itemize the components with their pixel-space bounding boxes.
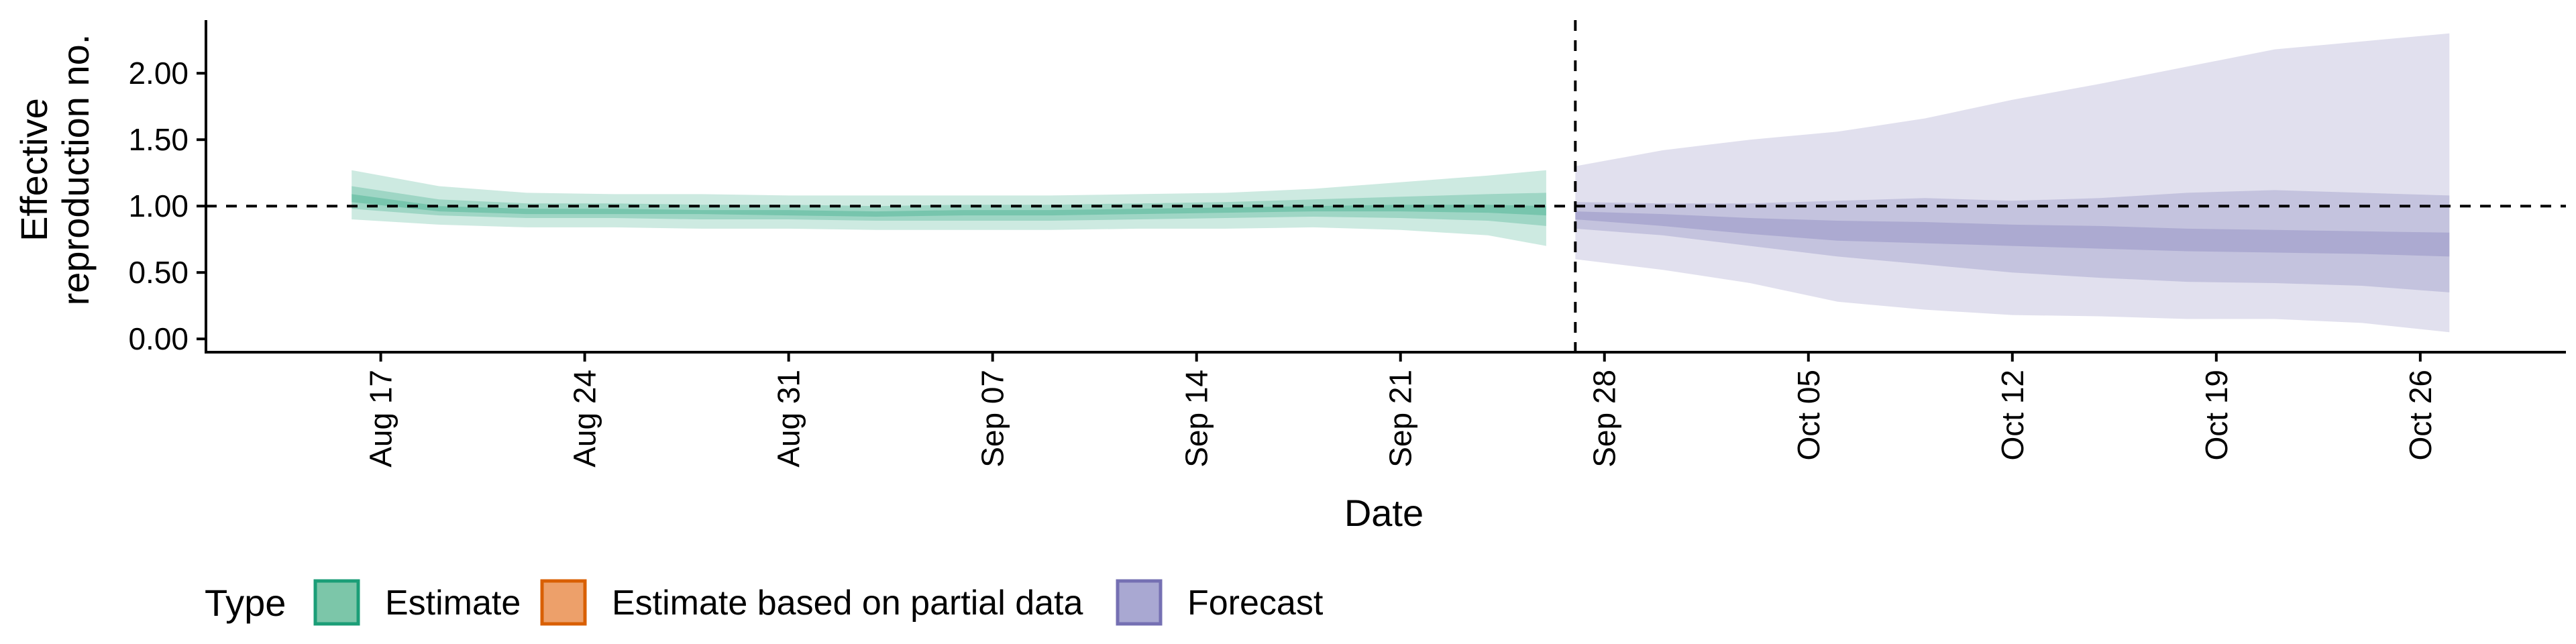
ribbon-forecast-ci50 <box>1575 190 2450 292</box>
legend: Type Estimate Estimate based on partial d… <box>205 579 1324 626</box>
y-tick-label: 0.00 <box>128 321 189 356</box>
x-tick-label: Aug 17 <box>364 370 398 468</box>
ribbon-estimate-ci90 <box>352 170 1546 246</box>
ribbon-estimate-ci20 <box>352 194 1546 217</box>
legend-key-3 <box>1116 579 1163 626</box>
ribbon-estimate-ci50 <box>352 186 1546 226</box>
legend-label-3: Forecast <box>1187 584 1324 623</box>
y-tick-label: 1.00 <box>128 189 189 223</box>
y-axis-title-line-2: reproduction no. <box>54 34 97 306</box>
x-tick-label: Sep 21 <box>1383 370 1418 468</box>
x-tick-label: Oct 19 <box>2199 370 2234 461</box>
y-axis-title-line-1: Effective <box>13 98 55 241</box>
x-axis-title: Date <box>1344 492 1424 534</box>
ribbon-layer <box>352 33 2450 333</box>
axes <box>205 20 2566 354</box>
legend-key-2 <box>540 579 587 626</box>
x-tick-label: Aug 24 <box>568 370 602 468</box>
ribbon-forecast-ci20 <box>1575 211 2450 257</box>
x-tick-label: Oct 26 <box>2403 370 2438 461</box>
x-tick-label: Sep 28 <box>1587 370 1622 468</box>
y-tick-label: 2.00 <box>128 56 189 91</box>
x-tick-label: Oct 05 <box>1791 370 1826 461</box>
legend-title: Type <box>205 582 286 624</box>
x-tick-label: Sep 14 <box>1179 370 1214 468</box>
x-tick-label: Sep 07 <box>975 370 1010 468</box>
legend-label-1: Estimate <box>385 584 521 623</box>
y-tick-label: 0.50 <box>128 255 189 290</box>
reference-lines <box>206 20 2566 352</box>
ribbon-forecast-ci90 <box>1575 33 2450 333</box>
x-axis-ticks: Aug 17 Aug 24 Aug 31 Sep 07 Sep 14 Sep 21 Sep … <box>364 352 2438 468</box>
y-axis-ticks: 0.00 0.50 1.00 1.50 2.00 <box>128 56 206 356</box>
y-tick-label: 1.50 <box>128 122 189 157</box>
legend-label-2: Estimate based on partial data <box>612 584 1083 623</box>
x-tick-label: Aug 31 <box>771 370 806 468</box>
legend-key-1 <box>313 579 360 626</box>
x-tick-label: Oct 12 <box>1995 370 2030 461</box>
